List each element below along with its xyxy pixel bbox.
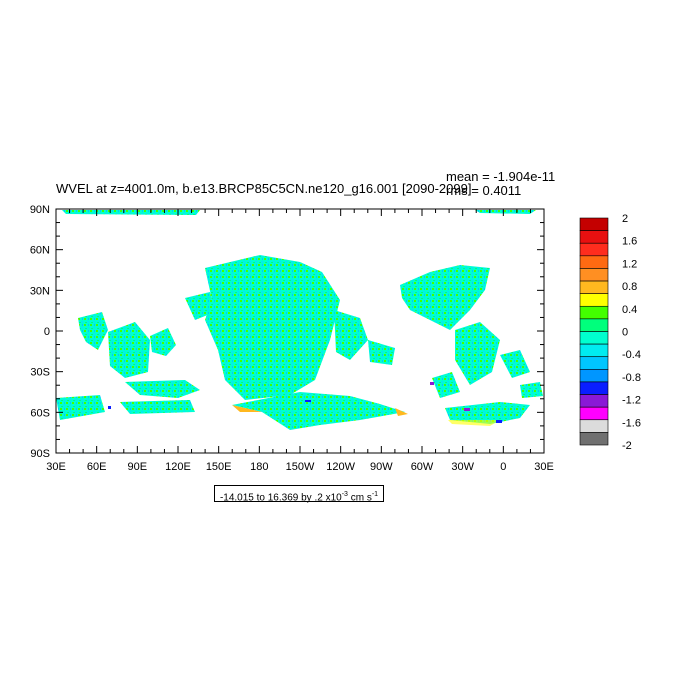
range-text: -14.015 to 16.369 by .2 x10	[219, 492, 342, 504]
range-units-exponent: -1	[371, 491, 379, 498]
colorbar-swatch	[579, 394, 609, 408]
lon-label: 180	[250, 461, 268, 473]
colorbar-swatch	[579, 343, 609, 358]
colorbar-swatch	[579, 268, 609, 282]
colorbar-label: -2	[622, 440, 632, 452]
colorbar-swatch	[579, 369, 609, 383]
colorbar-swatch	[579, 242, 609, 257]
mean-value: mean = -1.904e-11	[446, 169, 556, 184]
field-region-arctic-east	[475, 210, 536, 214]
colorbar-swatch	[579, 230, 609, 244]
colorbar-label: 1.6	[622, 236, 637, 248]
colorbar-label: 2	[622, 213, 628, 225]
lon-label: 120E	[165, 461, 191, 473]
colorbar-swatch	[579, 331, 609, 345]
lat-label: 0	[44, 326, 50, 338]
lat-label: 30S	[30, 367, 50, 379]
lon-label: 30E	[46, 461, 66, 473]
field-region-atlantic-north	[400, 265, 490, 330]
lon-label: 60W	[411, 461, 434, 473]
colorbar-label: -0.8	[622, 372, 641, 384]
lat-label: 60S	[30, 407, 50, 419]
lon-label: 30E	[534, 461, 554, 473]
colorbar-swatch	[579, 419, 609, 433]
colorbar-swatch	[579, 356, 609, 370]
field-region-southern-atlantic	[445, 402, 530, 424]
colorbar-label: -1.6	[622, 417, 641, 429]
field-region-southern-indian	[56, 395, 105, 420]
field-region-southern-pacific	[232, 392, 405, 430]
colorbar-label: 1.2	[622, 258, 637, 270]
lat-label: 90S	[30, 448, 50, 460]
colorbar-swatch	[579, 381, 609, 395]
lon-label: 30W	[451, 461, 474, 473]
rms-value: rms = 0.4011	[446, 183, 522, 198]
colorbar-label: 0	[622, 327, 628, 339]
colorbar-label: -1.2	[622, 395, 641, 407]
range-exponent: -3	[341, 491, 348, 498]
colorbar-swatch	[579, 255, 609, 269]
field-region-indian-south	[108, 322, 150, 378]
lat-label: 90N	[30, 204, 50, 216]
contour-range-label: -14.015 to 16.369 by .2 x10-3 cm s-1	[214, 485, 384, 504]
field-region-indian	[78, 312, 108, 350]
lon-label: 60E	[87, 461, 107, 473]
longitude-ticks: 30E 60E 90E 120E 150E 180 150W 120W 90W 60W 30W 0 30…	[46, 209, 554, 473]
range-units: cm s	[347, 492, 372, 504]
lon-label: 120W	[326, 461, 355, 473]
colorbar-swatch	[579, 305, 609, 320]
lat-label: 30N	[30, 285, 50, 297]
colorbar-swatch	[579, 280, 609, 294]
colorbar: 2 1.6 1.2 0.8 0.4 0 -0.4 -0.8 -1.2 -1.6 -2	[579, 213, 641, 452]
lon-label: 150E	[206, 461, 232, 473]
colorbar-swatch	[579, 406, 609, 421]
field-region-pacific	[205, 255, 340, 400]
lon-label: 150W	[286, 461, 315, 473]
colorbar-swatch	[579, 432, 609, 446]
colorbar-label: 0.4	[622, 304, 637, 316]
lat-label: 60N	[30, 245, 50, 257]
colorbar-swatch	[579, 318, 609, 332]
plot-title: WVEL at z=4001.0m, b.e13.BRCP85C5CN.ne12…	[56, 181, 472, 196]
colorbar-swatch	[579, 293, 609, 307]
colorbar-swatch	[579, 217, 609, 231]
colorbar-label: 0.8	[622, 281, 637, 293]
lon-label: 90E	[128, 461, 148, 473]
velocity-field	[56, 210, 543, 430]
latitude-ticks: 90N 60N 30N 0 30S 60S 90S	[30, 204, 544, 460]
field-region-atlantic-south	[455, 322, 500, 385]
lon-label: 90W	[370, 461, 393, 473]
lon-label: 0	[500, 461, 506, 473]
colorbar-label: -0.4	[622, 349, 641, 361]
